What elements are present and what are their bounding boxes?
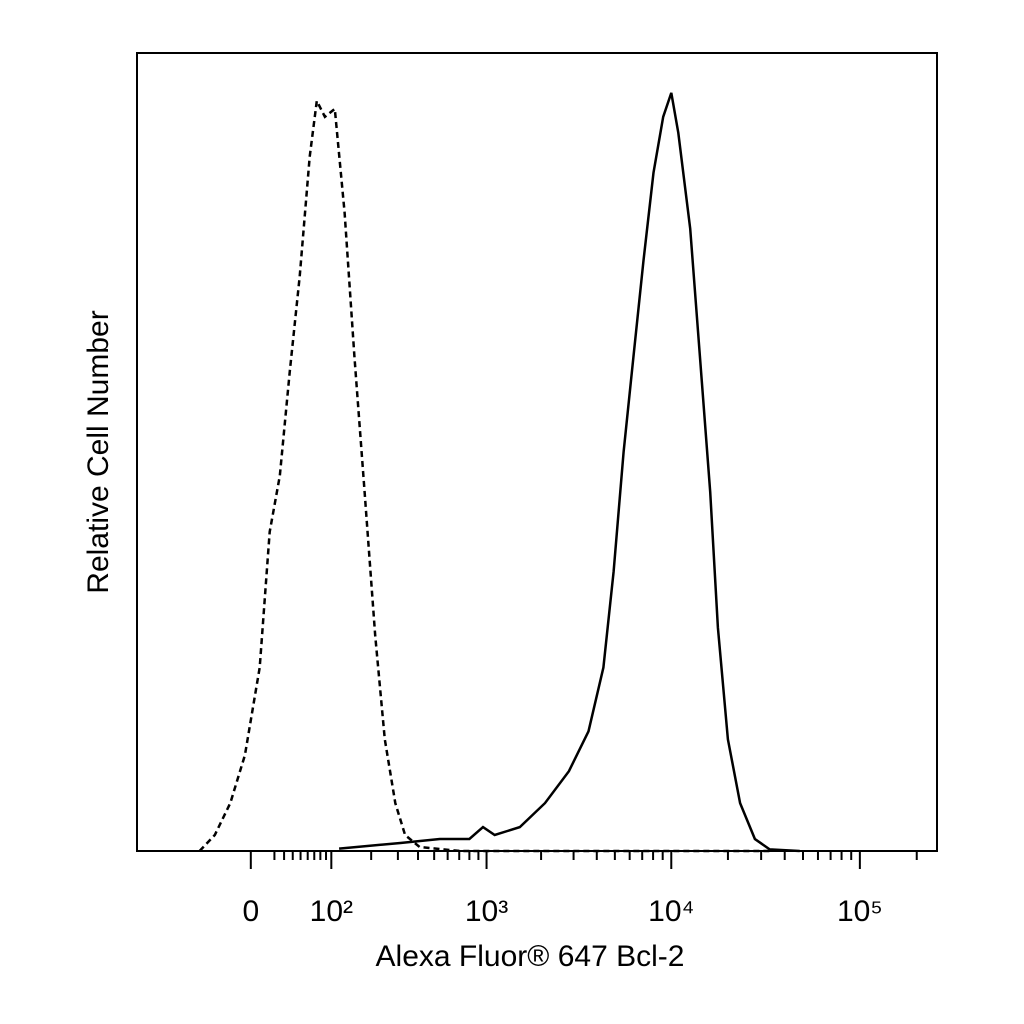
y-axis-label: Relative Cell Number [82, 310, 115, 593]
x-axis-label: Alexa Fluor® 647 Bcl-2 [376, 940, 685, 973]
plot-frame [136, 52, 938, 852]
x-tick-label: 10⁵ [837, 895, 883, 928]
histogram-line [338, 92, 800, 853]
x-tick-label: 10⁴ [648, 895, 694, 928]
x-tick-label: 0 [242, 895, 259, 928]
x-tick-label: 10² [310, 895, 353, 928]
histogram-line [198, 96, 770, 853]
x-tick-label: 10³ [465, 895, 508, 928]
